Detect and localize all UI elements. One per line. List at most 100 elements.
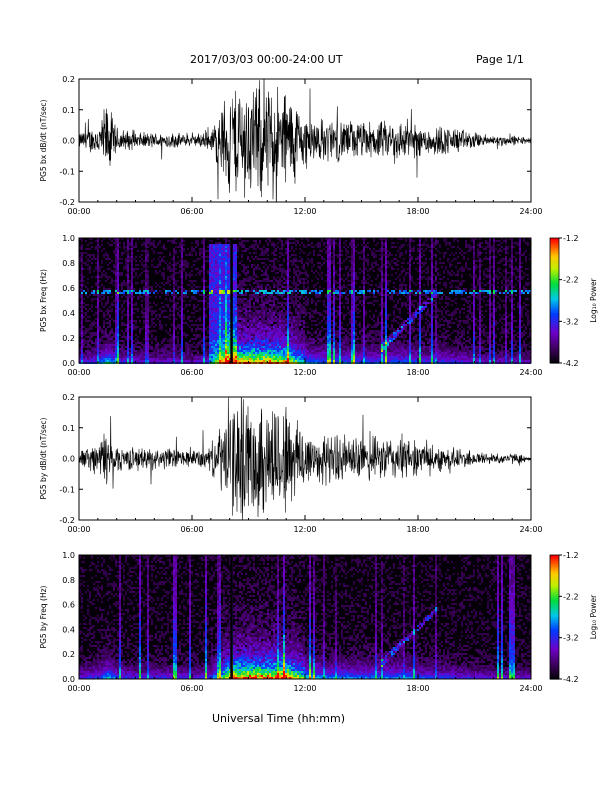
colorbar-step — [550, 333, 559, 337]
colorbar-step — [550, 643, 559, 647]
colorbar-step — [550, 329, 559, 333]
waveform-trace — [79, 397, 531, 520]
colorbar-step — [550, 327, 559, 331]
colorbar-step — [550, 319, 559, 322]
y-tick-label: -0.2 — [59, 516, 75, 525]
colorbar-step — [550, 561, 559, 564]
colorbar-step — [550, 596, 559, 599]
colorbar-step — [550, 323, 559, 327]
y-tick-label: 0.0 — [62, 455, 75, 464]
y-tick-label: 0.2 — [62, 75, 75, 84]
panel-4-axes: 00:00 06:00 12:00 18:00 24:00 1.0 0.8 0.6 0.4 0.2… — [39, 551, 543, 693]
colorbar-step — [550, 555, 559, 558]
colorbar-step — [550, 583, 559, 587]
colorbar-step — [550, 302, 559, 306]
colorbar-step — [550, 360, 559, 364]
colorbar-step — [550, 317, 559, 320]
colorbar-step — [550, 565, 559, 568]
colorbar-step — [550, 672, 559, 676]
colorbar-step — [550, 294, 559, 297]
colorbar-step — [550, 588, 559, 591]
x-tick-label: 06:00 — [180, 207, 203, 216]
colorbar-step — [550, 660, 559, 664]
colorbar-step — [550, 354, 559, 358]
panel-frame — [78, 396, 532, 521]
x-tick-label: 06:00 — [180, 368, 203, 377]
colorbar-step — [550, 639, 559, 643]
colorbar-step — [550, 325, 559, 329]
colorbar-step — [550, 627, 559, 630]
colorbar-step — [550, 623, 559, 626]
colorbar-step — [550, 248, 559, 252]
colorbar-step — [550, 594, 559, 597]
colorbar-label: Log₁₀ Power — [589, 594, 598, 639]
x-tick-label: 00:00 — [67, 207, 90, 216]
y-tick-label: 0.8 — [62, 576, 75, 585]
colorbar-step — [550, 315, 559, 318]
colorbar-step — [550, 283, 559, 287]
x-tick-label: 24:00 — [519, 207, 542, 216]
x-tick-label: 12:00 — [293, 207, 316, 216]
colorbar-step — [550, 238, 559, 241]
colorbar-tick-label: -1.2 — [563, 234, 579, 243]
colorbar-step — [550, 664, 559, 668]
panel-1-axes: 00:00 06:00 12:00 18:00 24:00 0.2 0.1 0.0 -0.1 -0… — [39, 75, 543, 216]
spectrogram-cells — [79, 238, 531, 364]
colorbar-step — [550, 631, 559, 635]
colorbar-tick-label: -3.2 — [563, 634, 579, 643]
colorbar-step — [550, 285, 559, 289]
colorbar-step — [550, 658, 559, 661]
colorbar-step — [550, 652, 559, 655]
colorbar-step — [550, 254, 559, 258]
colorbar-step — [550, 277, 559, 281]
colorbar-step — [550, 358, 559, 362]
colorbar-step — [550, 557, 559, 560]
y-tick-label: 0.0 — [62, 137, 75, 146]
x-tick-label: 00:00 — [67, 684, 90, 693]
colorbar-tick-label: -4.2 — [563, 359, 579, 368]
colorbar-step — [550, 342, 559, 345]
x-tick-label: 00:00 — [67, 525, 90, 534]
x-tick-label: 18:00 — [406, 684, 429, 693]
colorbar-step — [550, 244, 559, 247]
colorbar-step — [550, 300, 559, 304]
colorbar-step — [550, 635, 559, 639]
colorbar-step — [550, 629, 559, 633]
colorbar-step — [550, 602, 559, 606]
colorbar-step — [550, 608, 559, 612]
colorbar-step — [550, 600, 559, 604]
colorbar-tick-label: -3.2 — [563, 317, 579, 326]
colorbar-step — [550, 666, 559, 670]
colorbar-step — [550, 579, 559, 583]
colorbar-step — [550, 575, 559, 579]
colorbar-tick-label: -2.2 — [563, 592, 579, 601]
x-tick-label: 24:00 — [519, 684, 542, 693]
colorbar-step — [550, 298, 559, 302]
colorbar-step — [550, 348, 559, 352]
y-tick-label: 0.0 — [62, 675, 75, 684]
y-tick-label: -0.1 — [59, 167, 75, 176]
colorbar-step — [550, 567, 559, 571]
colorbar-step — [550, 313, 559, 316]
colorbar-step — [550, 586, 559, 589]
colorbar-step — [550, 265, 559, 268]
colorbar-step — [550, 668, 559, 672]
colorbar-step — [550, 656, 559, 659]
x-tick-label: 24:00 — [519, 525, 542, 534]
colorbar-step — [550, 350, 559, 354]
colorbar-step — [550, 279, 559, 283]
x-axis-label: Universal Time (hh:mm) — [212, 712, 345, 725]
colorbar-step — [550, 577, 559, 581]
colorbar-step — [550, 606, 559, 610]
colorbar-step — [550, 356, 559, 360]
colorbar-step — [550, 352, 559, 356]
colorbar-step — [550, 290, 559, 293]
colorbar: -1.2 -2.2 -3.2 -4.2 Log₁₀ Power — [549, 551, 598, 684]
spectrogram-cells — [79, 555, 531, 679]
colorbar-step — [550, 258, 559, 262]
x-tick-label: 06:00 — [180, 684, 203, 693]
colorbar-frame — [549, 237, 560, 364]
x-tick-label: 18:00 — [406, 368, 429, 377]
colorbar-step — [550, 340, 559, 343]
